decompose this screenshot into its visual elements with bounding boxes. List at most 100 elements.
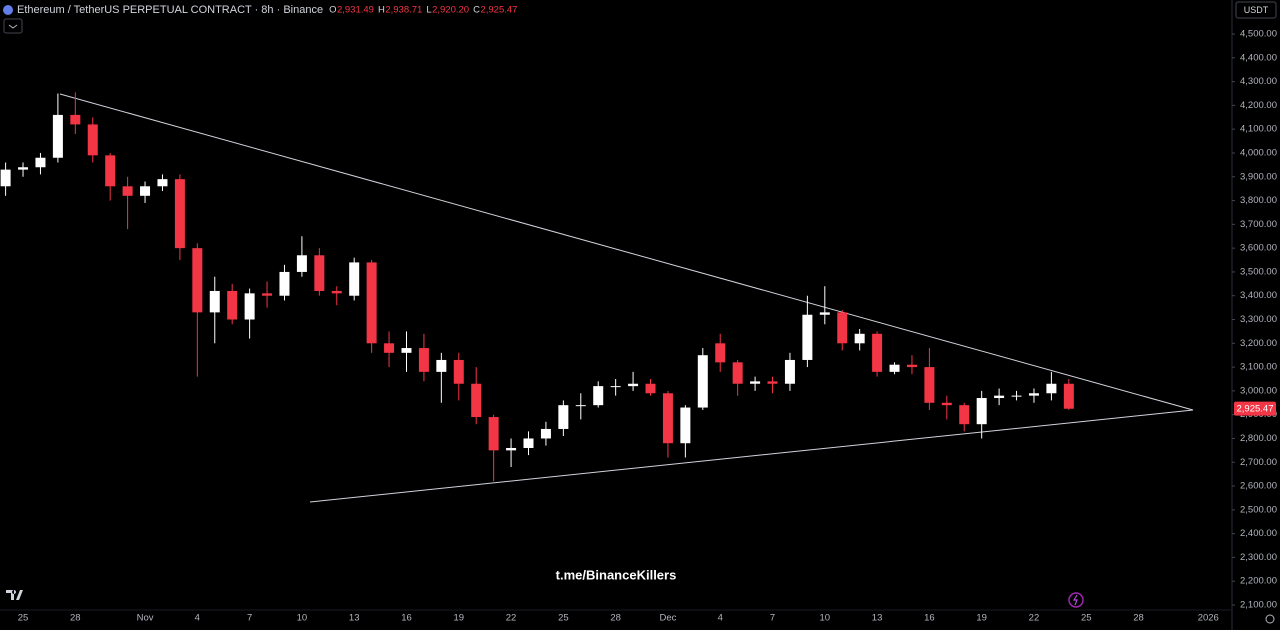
y-tick-label: 3,000.00 bbox=[1240, 385, 1277, 396]
ohlc-value: 2,925.47 bbox=[480, 5, 517, 16]
y-tick-label: 3,500.00 bbox=[1240, 266, 1277, 277]
candle-body bbox=[715, 343, 726, 363]
candle-body bbox=[244, 293, 255, 320]
y-tick-label: 2,100.00 bbox=[1240, 600, 1277, 611]
candle-body bbox=[122, 186, 133, 196]
candle-body bbox=[471, 383, 482, 418]
alert-icon[interactable] bbox=[1068, 592, 1084, 608]
lightning bbox=[1072, 594, 1078, 606]
candle-body bbox=[227, 290, 238, 320]
last-price-tag bbox=[1234, 401, 1276, 416]
candle-body bbox=[558, 405, 569, 429]
candle-body bbox=[767, 381, 778, 384]
x-tick-label: 25 bbox=[1081, 613, 1092, 624]
y-tick-label: 3,600.00 bbox=[1240, 243, 1277, 254]
candles bbox=[0, 92, 1074, 482]
candle-body bbox=[35, 157, 46, 168]
candle-body bbox=[628, 383, 639, 387]
candle-body bbox=[645, 383, 656, 394]
candle-body bbox=[488, 417, 499, 451]
candle-body bbox=[750, 381, 761, 384]
candle-body bbox=[209, 290, 220, 313]
candle-body bbox=[366, 262, 377, 344]
candle-body bbox=[105, 155, 116, 187]
symbol-icon bbox=[3, 5, 13, 15]
candle-body bbox=[262, 293, 273, 296]
last-price-label: 2,925.47 bbox=[1237, 404, 1274, 415]
ohlc-value: 2,931.49 bbox=[337, 5, 374, 16]
candle-body bbox=[593, 386, 604, 406]
candle-body bbox=[1028, 393, 1039, 396]
settings-icon[interactable] bbox=[1265, 614, 1275, 624]
candle-body bbox=[453, 359, 464, 384]
candle-body bbox=[331, 290, 342, 294]
x-tick-label: 4 bbox=[195, 613, 200, 624]
candle-body bbox=[279, 271, 290, 296]
candle-body bbox=[384, 343, 395, 353]
ohlc-legend: O 2,931.49 H 2,938.71 L 2,920.20 C 2,925.47 bbox=[329, 5, 517, 16]
currency-label: USDT bbox=[1244, 5, 1269, 15]
y-tick-label: 3,700.00 bbox=[1240, 219, 1277, 230]
x-tick-label: 16 bbox=[924, 613, 935, 624]
y-tick-label: 3,300.00 bbox=[1240, 314, 1277, 325]
candle-body bbox=[959, 405, 970, 425]
candle-body bbox=[976, 398, 987, 425]
chevron-icon bbox=[8, 24, 18, 29]
y-tick-label: 4,400.00 bbox=[1240, 52, 1277, 63]
y-tick-label: 4,100.00 bbox=[1240, 124, 1277, 135]
candle-body bbox=[819, 312, 830, 315]
x-tick-label: 13 bbox=[872, 613, 883, 624]
ohlc-key: O bbox=[329, 5, 336, 16]
x-tick-label: 28 bbox=[70, 613, 81, 624]
collapse-button[interactable] bbox=[3, 18, 23, 34]
candle-body bbox=[784, 359, 795, 384]
candle-body bbox=[192, 248, 203, 313]
candle-body bbox=[662, 393, 673, 444]
candle-body bbox=[854, 333, 865, 344]
x-tick-label: 10 bbox=[297, 613, 308, 624]
candle-body bbox=[157, 179, 168, 187]
currency-button[interactable] bbox=[1235, 1, 1277, 19]
y-tick-label: 4,300.00 bbox=[1240, 76, 1277, 87]
x-tick-label: 19 bbox=[453, 613, 464, 624]
y-tick-label: 3,400.00 bbox=[1240, 290, 1277, 301]
ohlc-key: L bbox=[426, 5, 431, 16]
candle-body bbox=[140, 186, 151, 196]
candle-body bbox=[401, 348, 412, 353]
ohlc-key: H bbox=[378, 5, 385, 16]
y-tick-label: 3,200.00 bbox=[1240, 338, 1277, 349]
candle-body bbox=[1063, 383, 1074, 409]
y-tick-label: 3,800.00 bbox=[1240, 195, 1277, 206]
candle-body bbox=[52, 114, 63, 158]
y-tick-label: 4,200.00 bbox=[1240, 100, 1277, 111]
y-tick-label: 4,000.00 bbox=[1240, 147, 1277, 158]
chart-title: Ethereum / TetherUS PERPETUAL CONTRACT ·… bbox=[17, 4, 323, 16]
y-tick-label: 2,600.00 bbox=[1240, 481, 1277, 492]
candle-body bbox=[18, 167, 29, 170]
x-tick-label: 16 bbox=[401, 613, 412, 624]
candle-body bbox=[610, 386, 621, 388]
candle-body bbox=[436, 359, 447, 372]
x-tick-label: 28 bbox=[1133, 613, 1144, 624]
x-tick-label: 25 bbox=[558, 613, 569, 624]
candle-body bbox=[924, 367, 935, 403]
y-tick-label: 2,300.00 bbox=[1240, 552, 1277, 563]
candle-body bbox=[1011, 395, 1022, 397]
candle-body bbox=[523, 438, 534, 448]
x-tick-label: 10 bbox=[820, 613, 831, 624]
x-tick-label: 7 bbox=[770, 613, 775, 624]
ohlc-value: 2,938.71 bbox=[385, 5, 422, 16]
x-tick-label: 2026 bbox=[1198, 613, 1219, 624]
candle-body bbox=[174, 179, 185, 249]
candle-body bbox=[941, 402, 952, 406]
trend-line bbox=[59, 93, 1194, 411]
logo bbox=[6, 590, 23, 600]
candle-body bbox=[70, 114, 81, 125]
y-tick-label: 2,800.00 bbox=[1240, 433, 1277, 444]
candle-body bbox=[889, 364, 900, 372]
watermark: t.me/BinanceKillers bbox=[556, 567, 677, 582]
y-tick-label: 2,400.00 bbox=[1240, 528, 1277, 539]
